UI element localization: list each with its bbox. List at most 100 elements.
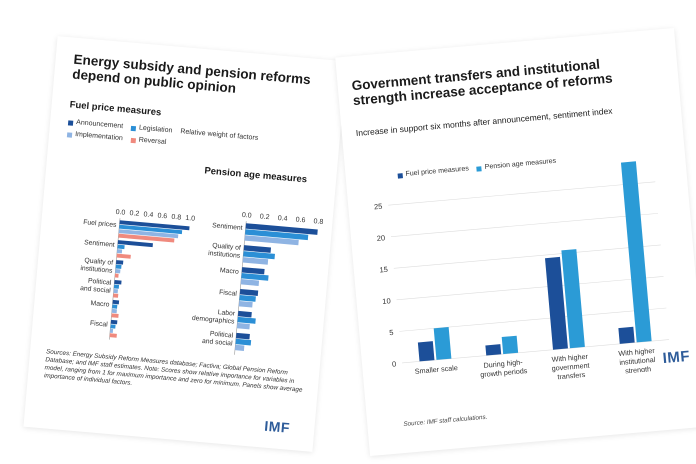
category-label-with-higher-government-transfers: government	[551, 361, 590, 373]
bar-announcement-fiscal	[239, 288, 259, 296]
category-label-quality-of-institutions: Quality of	[212, 242, 241, 251]
category-label-fiscal: Fiscal	[90, 320, 109, 329]
legend-caption: Relative weight of factors	[180, 127, 259, 144]
imf-logo-right: IMF	[661, 347, 691, 368]
x-tick-label: 0.6	[157, 213, 167, 221]
bar-legislation-political-and-social	[235, 338, 252, 346]
bar-announcement-quality-of-institutions	[115, 260, 124, 265]
x-tick-label: 1.0	[185, 215, 195, 223]
y-tick-label: 25	[374, 202, 383, 212]
bar-legislation-political-and-social	[113, 284, 120, 289]
category-label-quality-of-institutions: institutions	[208, 250, 241, 260]
bar-pension-age-measures-with-higher-government-transfers	[561, 249, 585, 349]
bar-announcement-macro	[241, 267, 265, 275]
bar-fuel-price-measures-with-higher-government-transfers	[545, 256, 568, 350]
bar-implementation-labor-demographics	[236, 322, 250, 330]
bar-announcement-quality-of-institutions	[243, 245, 272, 253]
x-tick-label: 0.0	[115, 209, 125, 217]
bar-announcement-sentiment	[245, 223, 318, 235]
bar-legislation-fuel-prices	[119, 224, 183, 235]
bar-announcement-fuel-prices	[119, 220, 190, 231]
bar-implementation-fiscal	[238, 300, 253, 308]
bar-legislation-quality-of-institutions	[115, 264, 122, 269]
bar-reversal-quality-of-institutions	[114, 273, 119, 278]
x-tick-label: 0.4	[143, 211, 153, 219]
bar-reversal-sentiment	[116, 253, 131, 259]
category-label-fiscal: Fiscal	[219, 289, 238, 298]
x-tick-label: 0.2	[259, 213, 269, 221]
x-tick-label: 0.8	[171, 214, 181, 222]
x-tick-label: 0.8	[313, 218, 323, 226]
bar-announcement-macro	[112, 299, 120, 305]
category-label-quality-of-institutions: Quality of	[84, 257, 113, 266]
bar-legislation-sentiment	[245, 229, 309, 241]
bar-reversal-fiscal	[109, 333, 117, 338]
bar-implementation-quality-of-institutions	[242, 257, 269, 265]
bar-legislation-fiscal	[239, 294, 256, 302]
y-axis-line	[234, 221, 247, 355]
x-tick-label: 0.4	[277, 215, 287, 223]
y-tick-label: 20	[376, 233, 385, 243]
bar-legislation-fiscal	[110, 324, 116, 329]
legend-swatch-announcement	[67, 119, 74, 126]
category-label-quality-of-institutions: institutions	[80, 265, 113, 275]
category-label-with-higher-government-transfers: transfers	[557, 370, 586, 381]
bar-implementation-quality-of-institutions	[115, 269, 121, 274]
gridline	[399, 307, 667, 332]
category-label-with-higher-institutional-strength: institutional	[619, 355, 656, 367]
x-tick-label: 0.2	[129, 210, 139, 218]
legend-caption-text: Relative weight of factors	[180, 128, 259, 142]
legend-swatch-reversal	[130, 137, 136, 143]
bar-announcement-political-and-social	[114, 280, 122, 285]
bar-fuel-price-measures-with-higher-institutional-strength	[618, 326, 635, 344]
bar-legislation-macro	[241, 273, 269, 281]
bar-implementation-fiscal	[109, 328, 114, 333]
x-tick-label: 0.6	[295, 217, 305, 225]
category-label-during-high-growth-periods: During high-	[483, 357, 523, 369]
bar-implementation-macro	[111, 308, 117, 314]
x-tick-label: 0.0	[242, 212, 252, 220]
bar-legislation-macro	[112, 304, 118, 309]
gridline	[393, 244, 661, 269]
bar-pension-age-measures-smaller-scale	[433, 327, 452, 360]
bar-legislation-labor-demographics	[237, 316, 256, 324]
category-label-labor-demographics: Labor	[217, 309, 236, 318]
bar-fuel-price-measures-smaller-scale	[417, 341, 435, 362]
bar-reversal-macro	[111, 313, 119, 318]
category-label-political-and-social: and social	[80, 285, 112, 295]
category-label-sentiment: Sentiment	[212, 222, 243, 232]
category-label-with-higher-government-transfers: With higher	[551, 352, 589, 364]
category-label-political-and-social: Political	[210, 331, 234, 340]
legend-swatch-implementation	[66, 131, 73, 138]
bar-implementation-political-and-social	[113, 288, 118, 294]
transfers-institutions-bar-chart: 0 5 10 15 20 25 Smaller scale During high-growt…	[374, 161, 670, 381]
category-label-political-and-social: and social	[202, 338, 234, 348]
y-tick-label: 10	[382, 296, 391, 306]
gridline	[388, 181, 656, 206]
bar-announcement-fiscal	[110, 319, 118, 325]
bar-implementation-macro	[240, 279, 260, 286]
right-figure-source: Source: IMF staff calculations.	[403, 413, 488, 429]
bar-reversal-political-and-social	[113, 293, 119, 298]
legend-label-implementation: Implementation	[74, 131, 124, 143]
bar-implementation-sentiment	[244, 235, 299, 246]
legend-item-implementation: Implementation	[66, 129, 124, 144]
fuel-pension-figure-card: Energy subsidy and pension reforms depen…	[23, 36, 347, 452]
bar-pension-age-measures-with-higher-institutional-strength	[620, 161, 652, 343]
left-figure-title: Energy subsidy and pension reforms depen…	[71, 51, 312, 96]
category-label-fuel-prices: Fuel prices	[83, 219, 117, 229]
legend-label-reversal: Reversal	[138, 136, 167, 146]
bar-legislation-quality-of-institutions	[243, 251, 275, 260]
bar-announcement-political-and-social	[235, 332, 250, 340]
y-tick-label: 15	[379, 265, 388, 275]
y-axis-line	[109, 218, 121, 340]
category-label-political-and-social: Political	[88, 278, 112, 287]
legend-label-legislation: Legislation	[138, 124, 173, 135]
bar-implementation-sentiment	[116, 249, 123, 254]
bar-announcement-labor-demographics	[237, 310, 252, 318]
y-tick-label: 0	[392, 359, 397, 368]
pension-age-bar-chart: 0.0 0.2 0.4 0.6 0.8 Sentiment Quality ofinstit…	[192, 212, 324, 355]
category-label-macro: Macro	[90, 300, 110, 309]
gridline	[391, 213, 659, 238]
right-figure-title: Government transfers and institutional s…	[351, 56, 614, 109]
